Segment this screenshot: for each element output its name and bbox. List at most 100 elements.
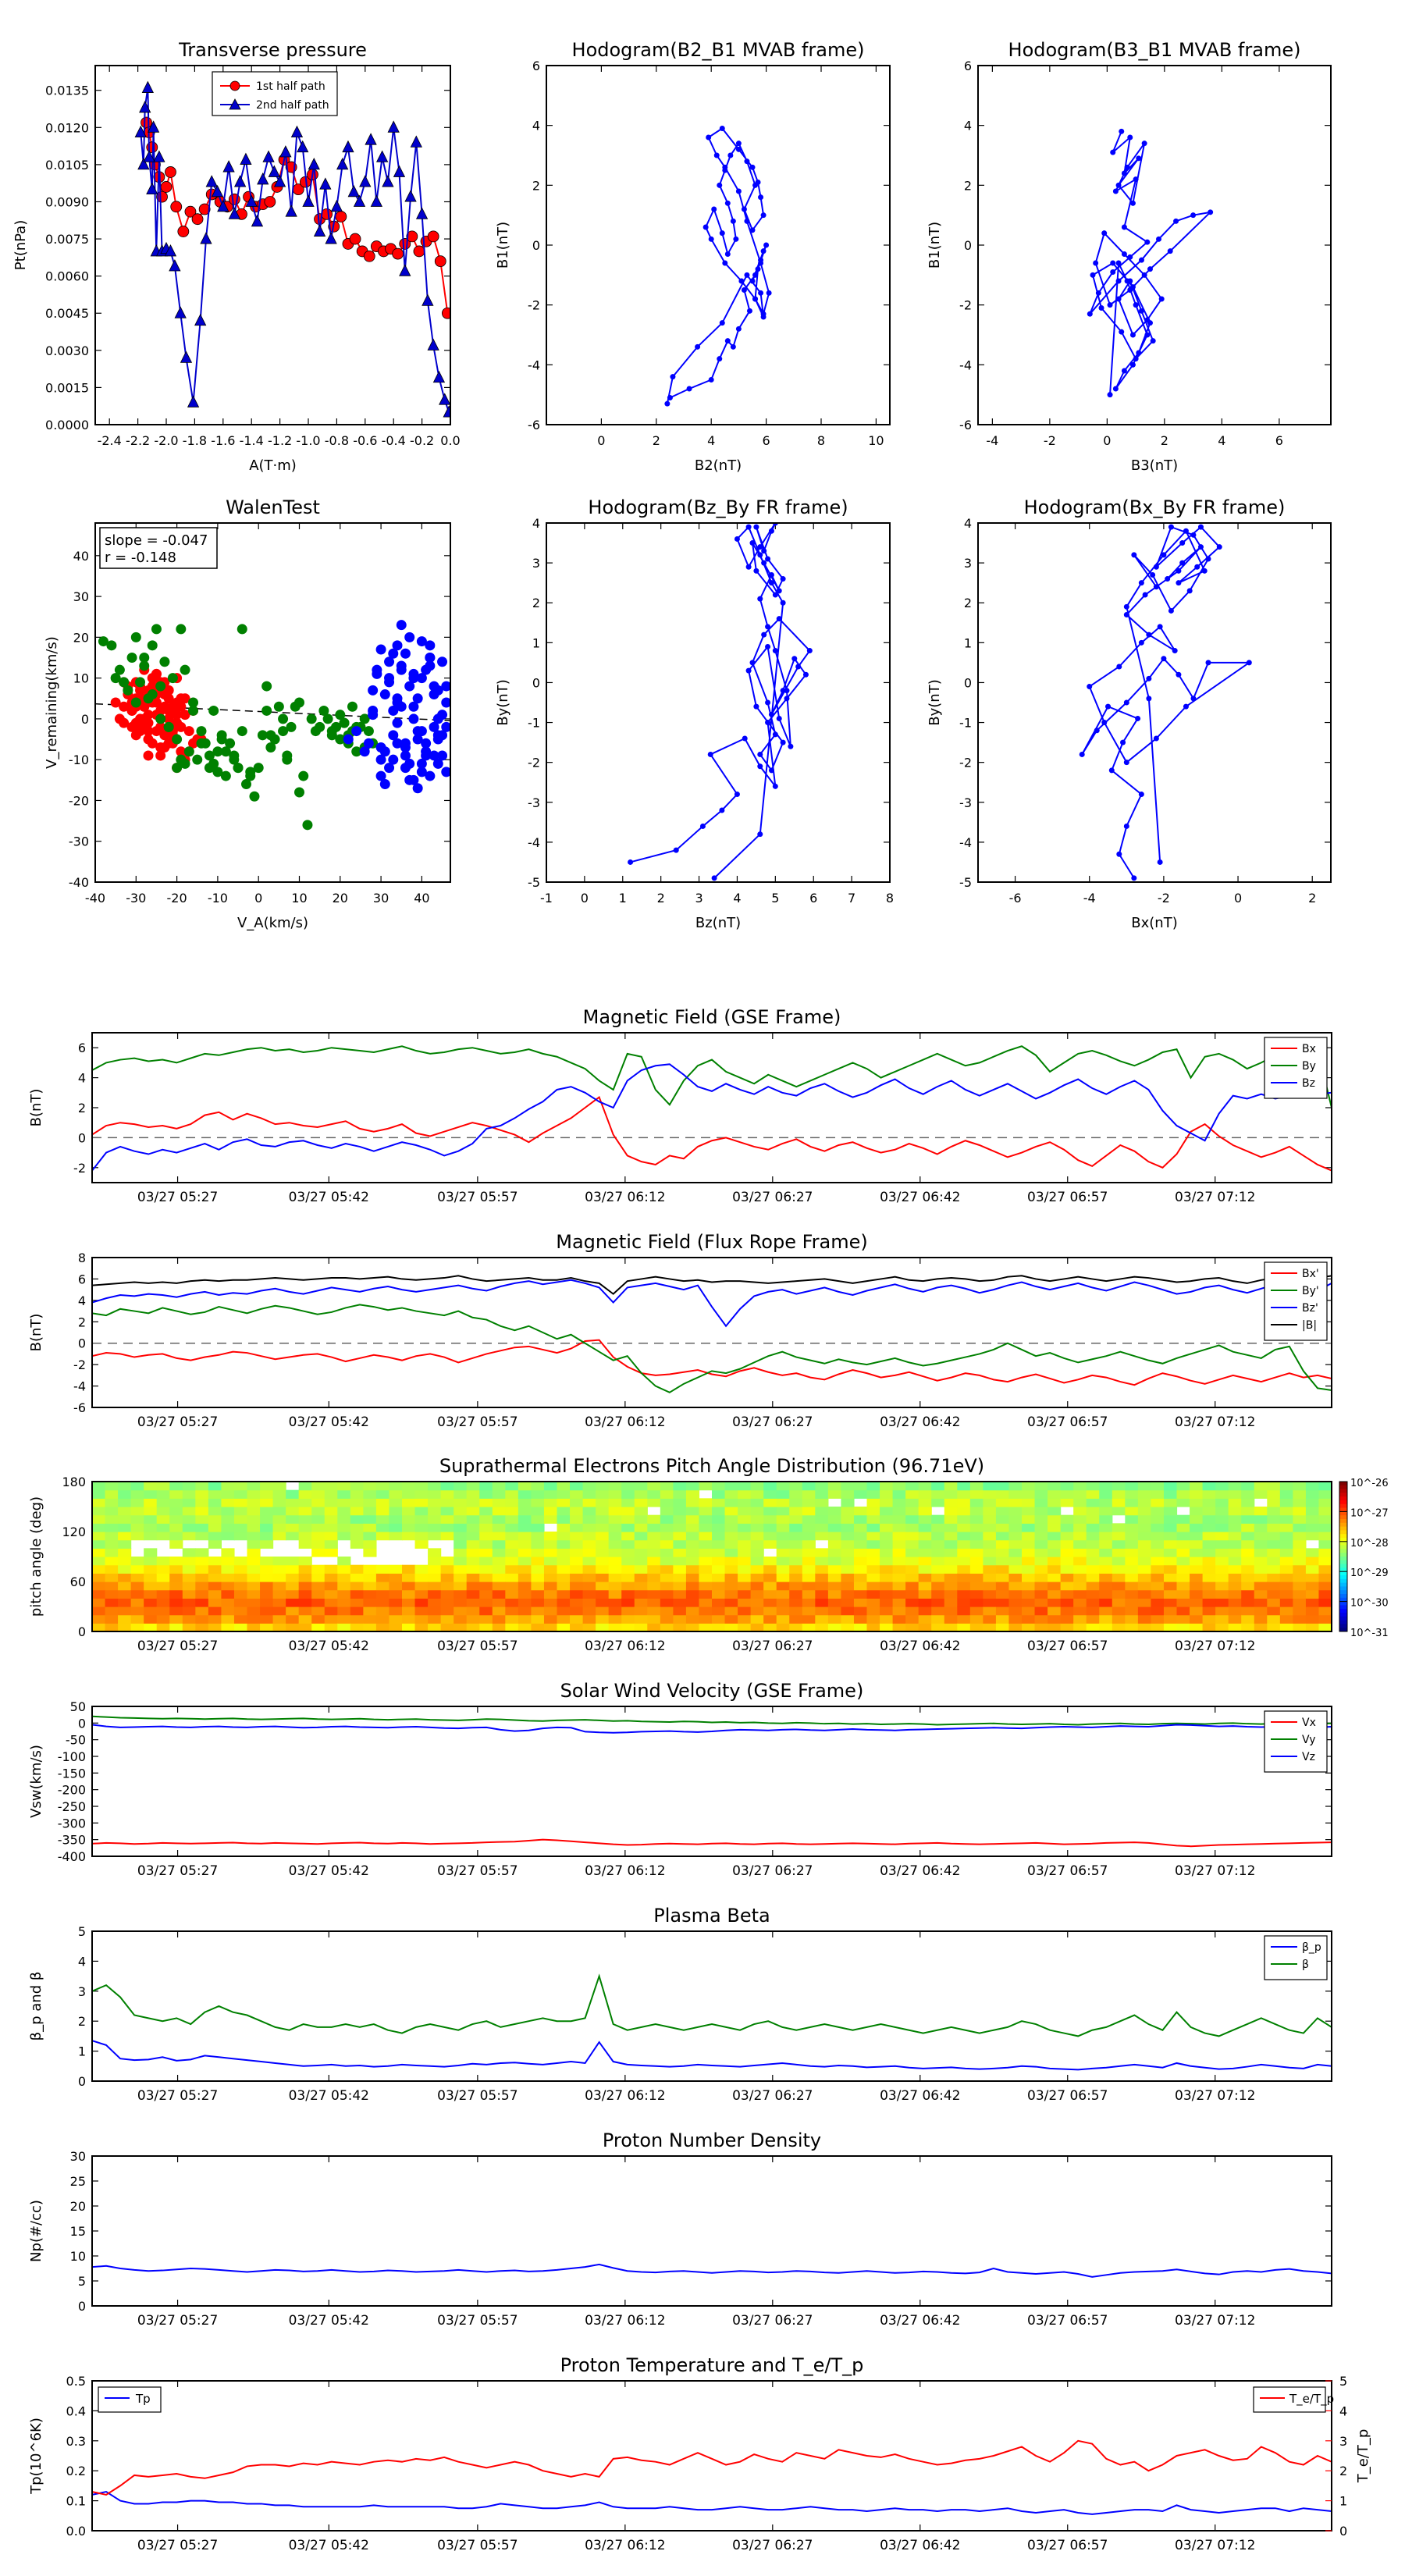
heatmap-cell [1190, 1548, 1204, 1557]
heatmap-cell [608, 1523, 622, 1532]
data-point [1094, 728, 1100, 734]
data-point [1183, 703, 1189, 710]
data-point [176, 721, 187, 732]
heatmap-cell [118, 1589, 132, 1599]
heatmap-cell [454, 1623, 468, 1631]
heatmap-cell [673, 1548, 687, 1557]
heatmap-cell [957, 1482, 971, 1491]
heatmap-cell [337, 1523, 351, 1532]
heatmap-cell [208, 1482, 222, 1491]
heatmap-cell [866, 1532, 880, 1541]
y-tick-label: 0.0 [66, 2524, 86, 2539]
legend-label: 2nd half path [256, 99, 329, 112]
heatmap-cell [1151, 1482, 1165, 1491]
x-tick-label: 03/27 05:27 [137, 1190, 218, 1205]
colorbar-segment [1339, 1519, 1347, 1524]
heatmap-cell [918, 1614, 932, 1624]
x-tick-label: 03/27 05:42 [289, 2313, 369, 2329]
data-point [372, 668, 382, 679]
heatmap-cell [1279, 1489, 1293, 1499]
heatmap-cell [750, 1598, 764, 1607]
heatmap-cell [350, 1507, 364, 1516]
heatmap-cell [738, 1498, 752, 1507]
x-tick-label: 03/27 06:57 [1027, 1414, 1108, 1430]
heatmap-cell [789, 1523, 803, 1532]
data-point [318, 705, 329, 716]
heatmap-cell [1228, 1606, 1242, 1616]
heatmap-cell [375, 1582, 390, 1591]
data-point [392, 717, 403, 728]
x-tick-label: 0 [1103, 433, 1111, 448]
heatmap-cell [440, 1598, 454, 1607]
heatmap-cell [311, 1623, 325, 1631]
data-point [1150, 338, 1156, 344]
heatmap-cell [712, 1498, 726, 1507]
heatmap-cell [389, 1623, 403, 1631]
x-tick-label: 8 [886, 891, 894, 906]
heatmap-cell [1293, 1623, 1307, 1631]
heatmap-cell [1048, 1614, 1062, 1624]
heatmap-cell [608, 1532, 622, 1541]
heatmap-cell [492, 1482, 506, 1491]
data-point [404, 681, 415, 692]
heatmap-cell [1073, 1589, 1087, 1599]
heatmap-cell [995, 1623, 1010, 1631]
heatmap-cell [724, 1598, 738, 1607]
heatmap-cell [1060, 1514, 1074, 1524]
heatmap-cell [118, 1489, 132, 1499]
heatmap-cell [699, 1507, 713, 1516]
heatmap-cell [169, 1564, 183, 1574]
data-point [164, 244, 177, 257]
data-point [1153, 564, 1159, 570]
heatmap-cell [1034, 1498, 1048, 1507]
data-point [279, 145, 292, 158]
data-point [159, 730, 170, 741]
heatmap-cell [557, 1606, 571, 1616]
heatmap-cell [118, 1623, 132, 1631]
heatmap-cell [531, 1614, 545, 1624]
y-tick-label: -2 [528, 756, 540, 770]
heatmap-cell [738, 1557, 752, 1566]
series-line-t-e-t-p [92, 2439, 1332, 2496]
heatmap-cell [763, 1489, 777, 1499]
heatmap-cell [286, 1523, 300, 1532]
data-point [1197, 524, 1204, 530]
heatmap-cell [1125, 1598, 1139, 1607]
heatmap-cell [699, 1539, 713, 1549]
heatmap-cell [518, 1606, 532, 1616]
heatmap-cell [118, 1614, 132, 1624]
heatmap-cell [660, 1589, 674, 1599]
heatmap-cell [169, 1514, 183, 1524]
heatmap-cell [92, 1573, 106, 1582]
heatmap-cell [827, 1532, 842, 1541]
heatmap-cell [738, 1548, 752, 1557]
series-line [1089, 130, 1213, 395]
heatmap-cell [1241, 1523, 1255, 1532]
colorbar-segment [1339, 1560, 1347, 1565]
heatmap-cell [853, 1514, 868, 1524]
heatmap-cell [1305, 1623, 1320, 1631]
heatmap-cell [118, 1598, 132, 1607]
heatmap-cell [776, 1564, 790, 1574]
plot-area [92, 1275, 1332, 1393]
data-point [365, 133, 377, 145]
heatmap-cell [673, 1606, 687, 1616]
x-tick-label: -2.0 [154, 433, 178, 448]
heatmap-cell [1151, 1573, 1165, 1582]
data-point [306, 713, 317, 724]
heatmap-cell [298, 1489, 312, 1499]
heatmap-cell [699, 1564, 713, 1574]
legend-label: 1st half path [256, 80, 325, 93]
heatmap-cell [582, 1557, 596, 1566]
x-tick-label: 4 [707, 433, 715, 448]
heatmap-cell [918, 1539, 932, 1549]
heatmap-cell [699, 1548, 713, 1557]
heatmap-cell [841, 1606, 855, 1616]
heatmap-cell [905, 1573, 919, 1582]
data-point [297, 140, 309, 153]
heatmap-cell [1267, 1482, 1281, 1491]
x-tick-label: 0.0 [440, 433, 460, 448]
chart-title: Magnetic Field (Flux Rope Frame) [556, 1231, 867, 1253]
data-point [772, 731, 778, 738]
heatmap-cell [1190, 1532, 1204, 1541]
